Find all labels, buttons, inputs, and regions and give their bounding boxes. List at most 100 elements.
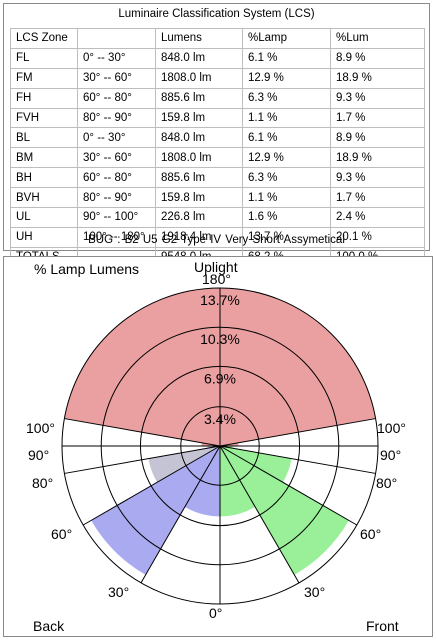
lcs-cell: 90° -- 100° <box>77 207 156 228</box>
lcs-cell: 80° -- 90° <box>77 107 156 129</box>
lcs-cell: BL <box>10 127 78 149</box>
lcs-header-cell: Lumens <box>155 28 243 49</box>
grid-spoke-80-back <box>64 445 221 474</box>
lcs-row: FH 60° -- 80° 885.6 lm 6.3 % 9.3 % <box>10 87 425 109</box>
lcs-cell: 885.6 lm <box>155 87 243 109</box>
lcs-cell: BVH <box>10 187 78 209</box>
lcs-cell: 9.3 % <box>330 87 425 109</box>
lcs-cell: 885.6 lm <box>155 167 243 189</box>
lcs-cell: 18.9 % <box>330 67 425 89</box>
zone-sector-bm-back <box>91 446 220 575</box>
angle-label-right-80: 80° <box>376 475 397 491</box>
lcs-cell: 1.6 % <box>242 207 331 228</box>
lcs-cell: 6.1 % <box>242 47 331 69</box>
zone-sector-fm-front <box>220 446 349 575</box>
angle-label-left-30: 30° <box>108 584 129 600</box>
zone-sector-fh-front <box>220 446 292 483</box>
lcs-row: BM 30° -- 60° 1808.0 lm 12.9 % 18.9 % <box>10 147 425 169</box>
lcs-cell: BM <box>10 147 78 169</box>
lcs-cell: FH <box>10 87 78 109</box>
lcs-cell: 6.1 % <box>242 127 331 149</box>
lcs-row: BVH 80° -- 90° 159.8 lm 1.1 % 1.7 % <box>10 187 425 209</box>
grid-spoke-80-front <box>219 445 376 474</box>
lcs-cell: 9.3 % <box>330 167 425 189</box>
lcs-header-cell <box>77 28 156 49</box>
lcs-cell: 6.3 % <box>242 87 331 109</box>
lcs-header-row: LCS Zone Lumens %Lamp %Lum <box>10 28 425 49</box>
uplight-label: Uplight <box>194 259 238 275</box>
lcs-cell: 1808.0 lm <box>155 147 243 169</box>
grid-spoke-60-back <box>82 445 221 526</box>
lcs-cell: 848.0 lm <box>155 47 243 69</box>
zone-sector-bh-back <box>148 446 220 483</box>
angle-label-left-100: 100° <box>26 420 55 436</box>
lcs-cell: 1.7 % <box>330 107 425 129</box>
grid-spoke-60-front <box>219 445 358 526</box>
lcs-cell: 80° -- 90° <box>77 187 156 209</box>
lcs-cell: 226.8 lm <box>155 207 243 228</box>
ring-label-1: 3.4% <box>204 411 236 427</box>
back-label: Back <box>33 618 65 634</box>
lcs-header-cell: %Lamp <box>242 28 331 49</box>
ring-label-2: 6.9% <box>204 370 236 386</box>
lcs-row: BL 0° -- 30° 848.0 lm 6.1 % 8.9 % <box>10 127 425 149</box>
lcs-cell: 1.1 % <box>242 187 331 209</box>
zone-sector-uh-front <box>220 288 376 446</box>
lcs-cell: 159.8 lm <box>155 107 243 129</box>
angle-label-right-90: 90° <box>380 447 401 463</box>
angle-label-180: 180° <box>202 271 231 287</box>
zone-sector-uh-back <box>64 288 221 446</box>
lcs-cell: BH <box>10 167 78 189</box>
lcs-header-cell: %Lum <box>330 28 425 49</box>
lcs-row: FM 30° -- 60° 1808.0 lm 12.9 % 18.9 % <box>10 67 425 89</box>
lcs-row: UL 90° -- 100° 226.8 lm 1.6 % 2.4 % <box>10 207 425 228</box>
lcs-cell: UL <box>10 207 78 228</box>
angle-label-right-30: 30° <box>304 584 325 600</box>
grid-spoke-30-front <box>219 445 300 584</box>
lcs-cell: 159.8 lm <box>155 187 243 209</box>
lcs-cell: FM <box>10 67 78 89</box>
lcs-cell: 12.9 % <box>242 147 331 169</box>
bug-rating-footer: BUG : B2 U5 G2 Type IV Very Short Assyme… <box>88 234 345 246</box>
lcs-cell: FL <box>10 47 78 69</box>
polar-chart: % Lamp Lumens Uplight 180° Back Front 0°… <box>26 259 406 634</box>
lcs-header-cell: LCS Zone <box>10 28 78 49</box>
lcs-row: BH 60° -- 80° 885.6 lm 6.3 % 9.3 % <box>10 167 425 189</box>
lcs-title: Luminaire Classification System (LCS) <box>118 8 315 20</box>
lcs-panel: Luminaire Classification System (LCS) LC… <box>3 3 430 268</box>
lcs-cell: 8.9 % <box>330 127 425 149</box>
grid-spoke-30-back <box>140 445 221 584</box>
lcs-cell: 8.9 % <box>330 47 425 69</box>
angle-label-0: 0° <box>209 605 222 621</box>
chart-title: % Lamp Lumens <box>34 261 139 277</box>
lcs-cell: 60° -- 80° <box>77 167 156 189</box>
front-label: Front <box>366 618 399 634</box>
lcs-row: UH 100° -- 180° 1918.4 lm 13.7 % 20.1 % <box>10 226 425 248</box>
grid-spoke-100-back <box>64 418 221 447</box>
lcs-row: FL 0° -- 30° 848.0 lm 6.1 % 8.9 % <box>10 47 425 69</box>
lcs-cell: 2.4 % <box>330 207 425 228</box>
ring-label-4: 13.7% <box>200 292 240 308</box>
lcs-cell: 20.1 % <box>330 226 425 248</box>
lcs-cell: 6.3 % <box>242 167 331 189</box>
lcs-cell: 60° -- 80° <box>77 87 156 109</box>
lcs-row: FVH 80° -- 90° 159.8 lm 1.1 % 1.7 % <box>10 107 425 129</box>
polar-chart-panel: % Lamp Lumens Uplight 180° Back Front 0°… <box>3 256 433 637</box>
grid-spoke-100-front <box>219 418 376 447</box>
lcs-cell: 30° -- 60° <box>77 67 156 89</box>
angle-label-left-90: 90° <box>28 447 49 463</box>
lcs-table: LCS Zone Lumens %Lamp %Lum FL 0° -- 30° 848.0 … <box>10 28 425 268</box>
angle-label-left-60: 60° <box>51 526 72 542</box>
angle-label-right-60: 60° <box>360 526 381 542</box>
lcs-cell: 18.9 % <box>330 147 425 169</box>
lcs-cell: 1808.0 lm <box>155 67 243 89</box>
lcs-cell: 1.7 % <box>330 187 425 209</box>
angle-label-right-100: 100° <box>377 420 406 436</box>
lcs-cell: 0° -- 30° <box>77 127 156 149</box>
lcs-cell: 0° -- 30° <box>77 47 156 69</box>
lcs-cell: 1.1 % <box>242 107 331 129</box>
lcs-cell: FVH <box>10 107 78 129</box>
lcs-cell: 12.9 % <box>242 67 331 89</box>
ring-label-3: 10.3% <box>200 331 240 347</box>
lcs-cell: 848.0 lm <box>155 127 243 149</box>
